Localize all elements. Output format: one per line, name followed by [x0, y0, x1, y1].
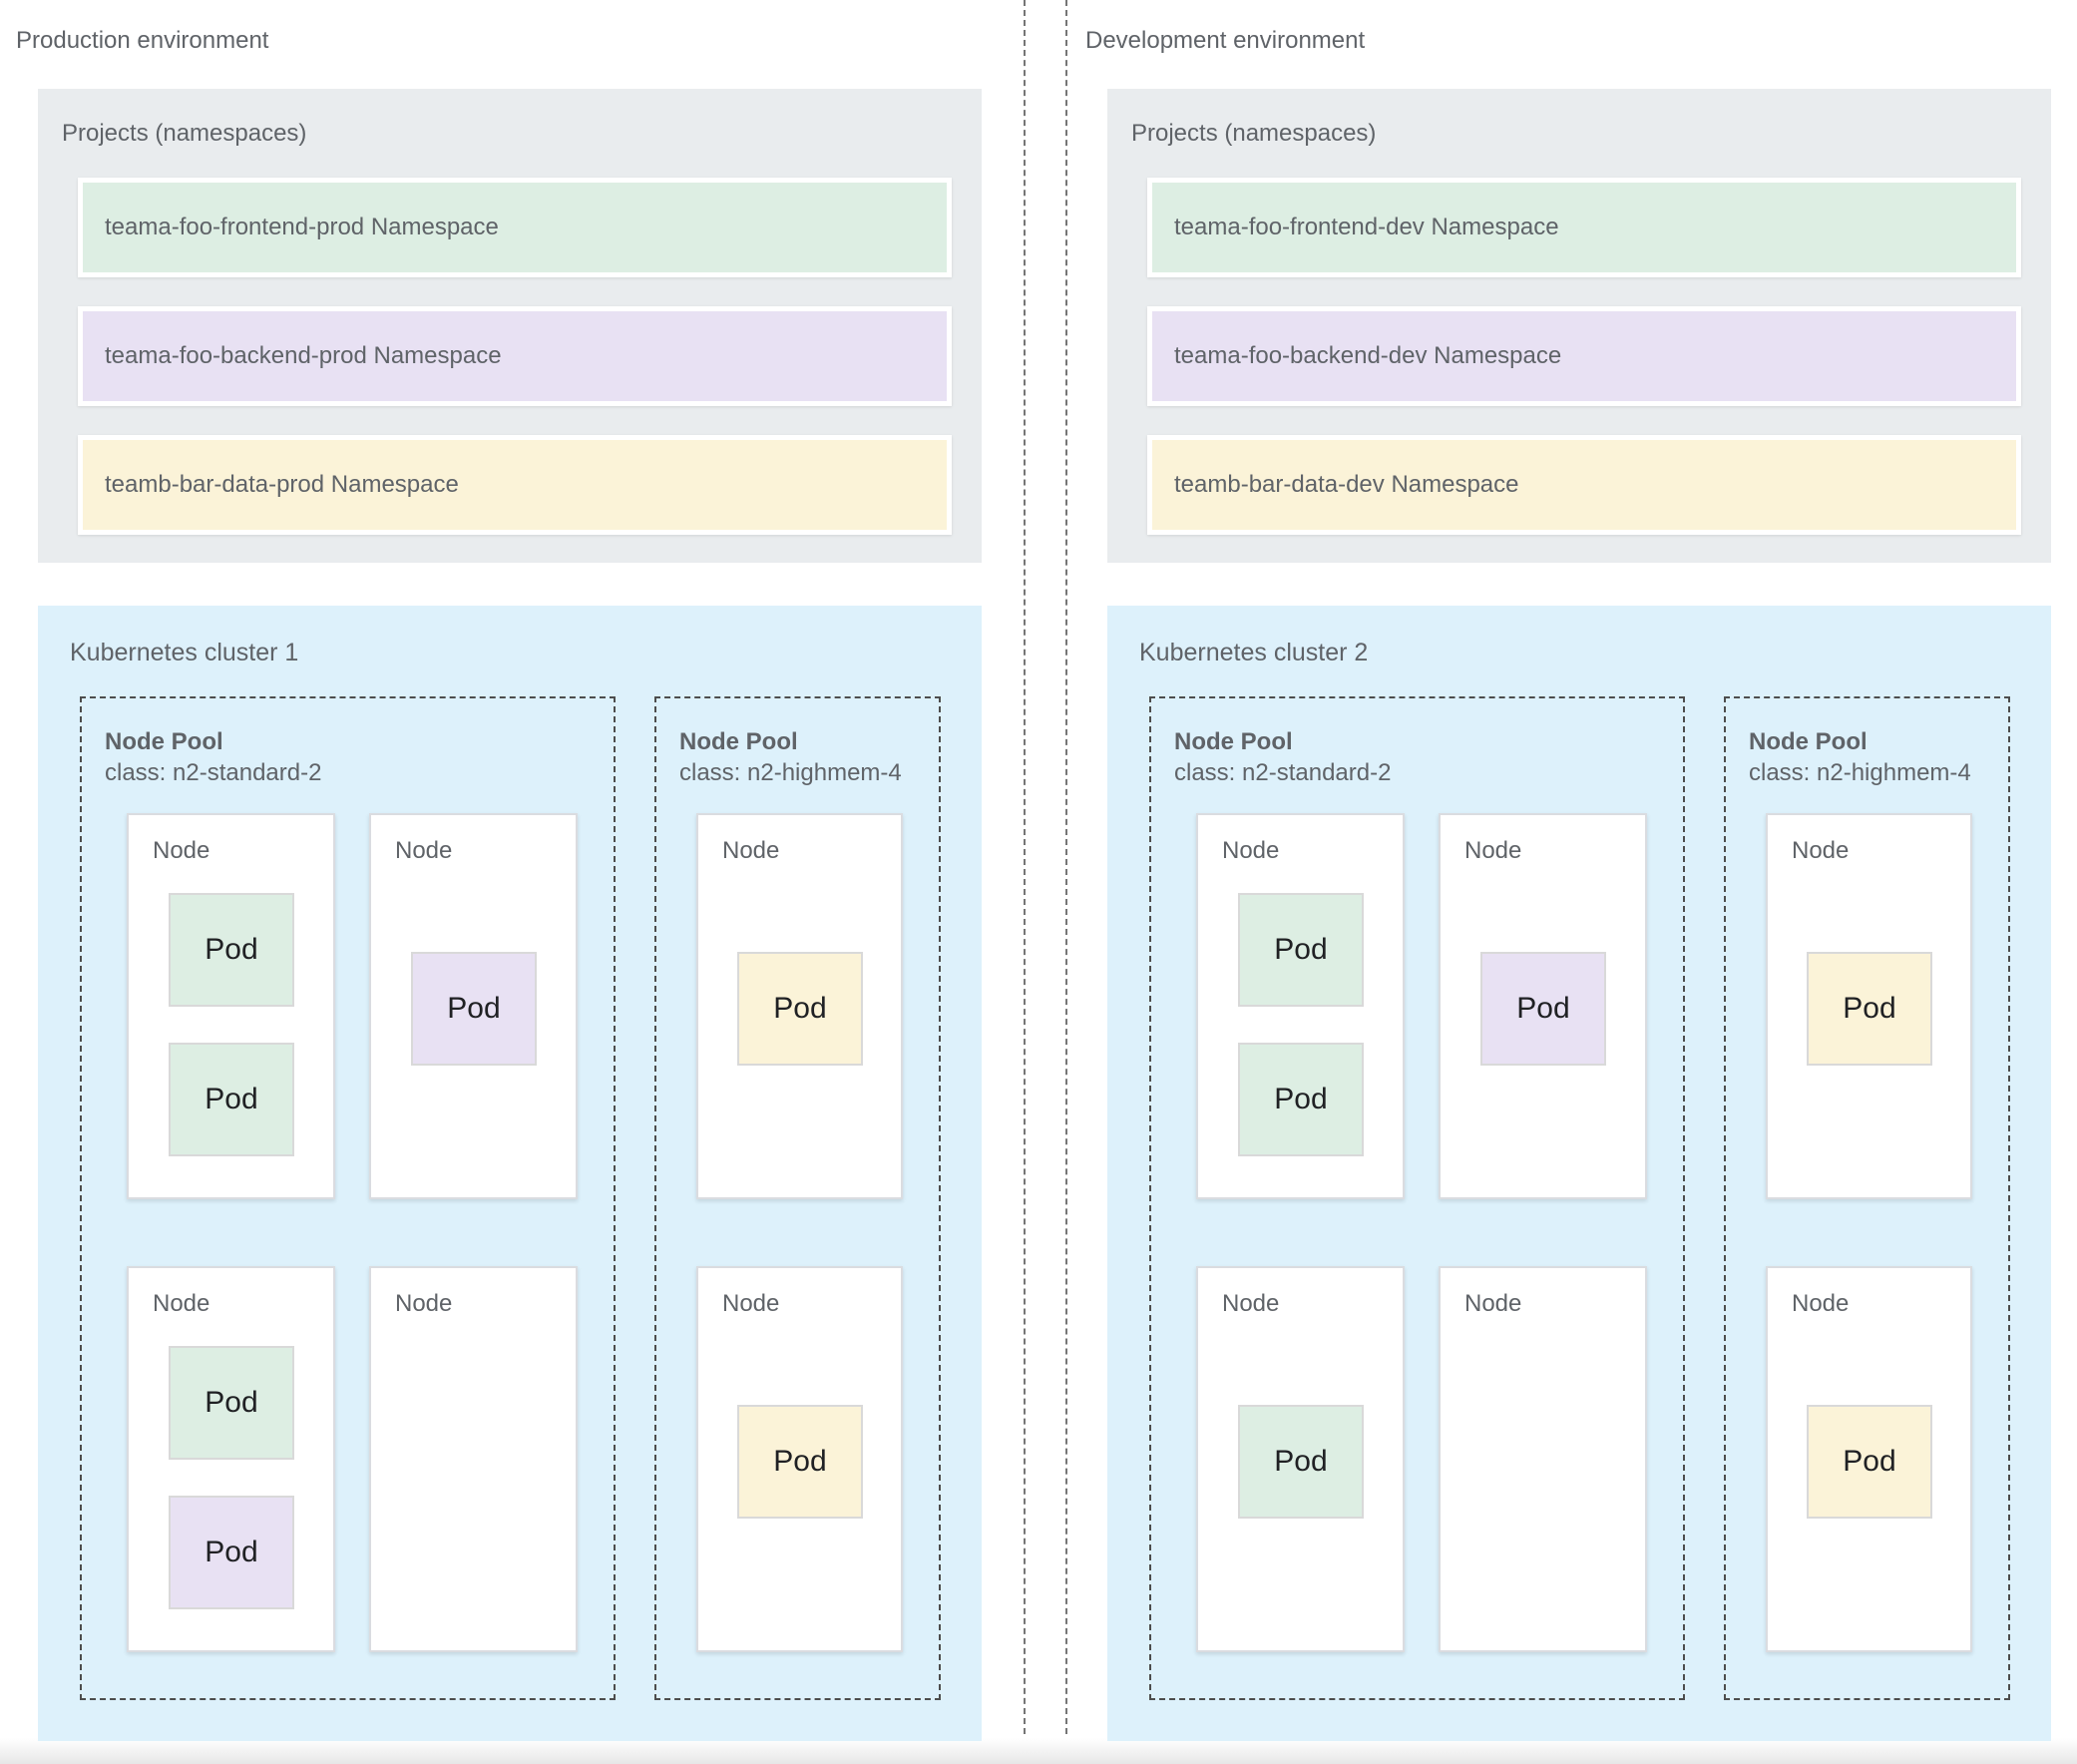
- node-label: Node: [153, 837, 210, 864]
- node-label: Node: [1222, 1290, 1280, 1317]
- pod-label: Pod: [1274, 1445, 1328, 1478]
- node-pool-title: Node Pool: [1749, 728, 1868, 755]
- node-pool-2: Node Pool class: n2-highmem-4 Node Pod Node P…: [1724, 696, 2010, 1700]
- node-box: Node Pod: [1439, 813, 1647, 1199]
- namespace-label: teamb-bar-data-dev Namespace: [1174, 471, 1519, 498]
- pod-label: Pod: [447, 992, 501, 1025]
- node-box: Node: [369, 1266, 578, 1652]
- pod-label: Pod: [205, 1536, 258, 1568]
- projects-title: Projects (namespaces): [62, 120, 307, 147]
- pod-box-green: Pod: [169, 1043, 294, 1156]
- pod-box-yellow: Pod: [737, 952, 863, 1066]
- cluster-label: Kubernetes cluster 2: [1139, 639, 1369, 666]
- pod-label: Pod: [773, 992, 827, 1025]
- cluster-label: Kubernetes cluster 1: [70, 639, 299, 666]
- node-box: Node: [1439, 1266, 1647, 1652]
- namespace-bar-green: teama-foo-frontend-prod Namespace: [78, 178, 952, 277]
- node-box: Node Pod: [696, 1266, 903, 1652]
- environment-label-prod: Production environment: [16, 27, 269, 54]
- node-label: Node: [395, 1290, 453, 1317]
- node-label: Node: [153, 1290, 210, 1317]
- node-pool-1: Node Pool class: n2-standard-2 Node Pod Pod N…: [80, 696, 616, 1700]
- pod-box-yellow: Pod: [1807, 952, 1932, 1066]
- namespace-bar-purple: teama-foo-backend-prod Namespace: [78, 306, 952, 406]
- node-label: Node: [722, 1290, 780, 1317]
- namespace-label: teamb-bar-data-prod Namespace: [105, 471, 459, 498]
- pod-label: Pod: [205, 1386, 258, 1419]
- pod-box-purple: Pod: [411, 952, 537, 1066]
- node-pool-title: Node Pool: [679, 728, 798, 755]
- node-pool-title: Node Pool: [1174, 728, 1293, 755]
- pod-box-green: Pod: [1238, 1043, 1364, 1156]
- namespace-bar-green: teama-foo-frontend-dev Namespace: [1147, 178, 2021, 277]
- projects-box-prod: Projects (namespaces) teama-foo-frontend-…: [38, 89, 982, 563]
- node-box: Node Pod Pod: [127, 1266, 335, 1652]
- pod-box-purple: Pod: [1480, 952, 1606, 1066]
- cluster-box-dev: Kubernetes cluster 2 Node Pool class: n2-s…: [1107, 606, 2051, 1741]
- node-label: Node: [1464, 837, 1522, 864]
- node-box: Node Pod: [696, 813, 903, 1199]
- pod-box-yellow: Pod: [1807, 1405, 1932, 1519]
- node-label: Node: [1792, 1290, 1850, 1317]
- namespace-bar-yellow: teamb-bar-data-prod Namespace: [78, 435, 952, 535]
- pod-box-green: Pod: [169, 1346, 294, 1460]
- node-box: Node Pod Pod: [127, 813, 335, 1199]
- cluster-box-prod: Kubernetes cluster 1 Node Pool class: n2-s…: [38, 606, 982, 1741]
- namespace-label: teama-foo-backend-prod Namespace: [105, 342, 502, 369]
- projects-title: Projects (namespaces): [1131, 120, 1377, 147]
- node-label: Node: [1792, 837, 1850, 864]
- environment-divider-line-right: [1065, 0, 1067, 1764]
- node-label: Node: [722, 837, 780, 864]
- node-pool-title: Node Pool: [105, 728, 223, 755]
- pod-box-purple: Pod: [169, 1496, 294, 1609]
- node-pool-1: Node Pool class: n2-standard-2 Node Pod Pod N…: [1149, 696, 1685, 1700]
- environment-label-dev: Development environment: [1085, 27, 1366, 54]
- pod-label: Pod: [1843, 1445, 1896, 1478]
- node-label: Node: [395, 837, 453, 864]
- pod-label: Pod: [1843, 992, 1896, 1025]
- environment-divider-line-left: [1024, 0, 1026, 1764]
- pod-label: Pod: [1516, 992, 1570, 1025]
- page-bottom-edge: [0, 1738, 2077, 1764]
- node-pool-2: Node Pool class: n2-highmem-4 Node Pod Node P…: [654, 696, 941, 1700]
- pod-box-green: Pod: [1238, 1405, 1364, 1519]
- node-pool-class: class: n2-standard-2: [105, 759, 322, 786]
- node-pool-class: class: n2-standard-2: [1174, 759, 1392, 786]
- pod-box-green: Pod: [1238, 893, 1364, 1007]
- pod-box-yellow: Pod: [737, 1405, 863, 1519]
- namespace-label: teama-foo-frontend-prod Namespace: [105, 214, 499, 240]
- namespace-bar-purple: teama-foo-backend-dev Namespace: [1147, 306, 2021, 406]
- pod-box-green: Pod: [169, 893, 294, 1007]
- node-box: Node Pod: [1766, 1266, 1972, 1652]
- namespace-bar-yellow: teamb-bar-data-dev Namespace: [1147, 435, 2021, 535]
- node-label: Node: [1222, 837, 1280, 864]
- node-box: Node Pod: [1196, 1266, 1405, 1652]
- node-box: Node Pod: [369, 813, 578, 1199]
- node-label: Node: [1464, 1290, 1522, 1317]
- node-pool-class: class: n2-highmem-4: [679, 759, 902, 786]
- namespace-label: teama-foo-frontend-dev Namespace: [1174, 214, 1559, 240]
- pod-label: Pod: [1274, 933, 1328, 966]
- namespace-label: teama-foo-backend-dev Namespace: [1174, 342, 1562, 369]
- pod-label: Pod: [205, 933, 258, 966]
- projects-box-dev: Projects (namespaces) teama-foo-frontend-…: [1107, 89, 2051, 563]
- node-pool-class: class: n2-highmem-4: [1749, 759, 1971, 786]
- node-box: Node Pod Pod: [1196, 813, 1405, 1199]
- pod-label: Pod: [205, 1083, 258, 1115]
- node-box: Node Pod: [1766, 813, 1972, 1199]
- pod-label: Pod: [1274, 1083, 1328, 1115]
- pod-label: Pod: [773, 1445, 827, 1478]
